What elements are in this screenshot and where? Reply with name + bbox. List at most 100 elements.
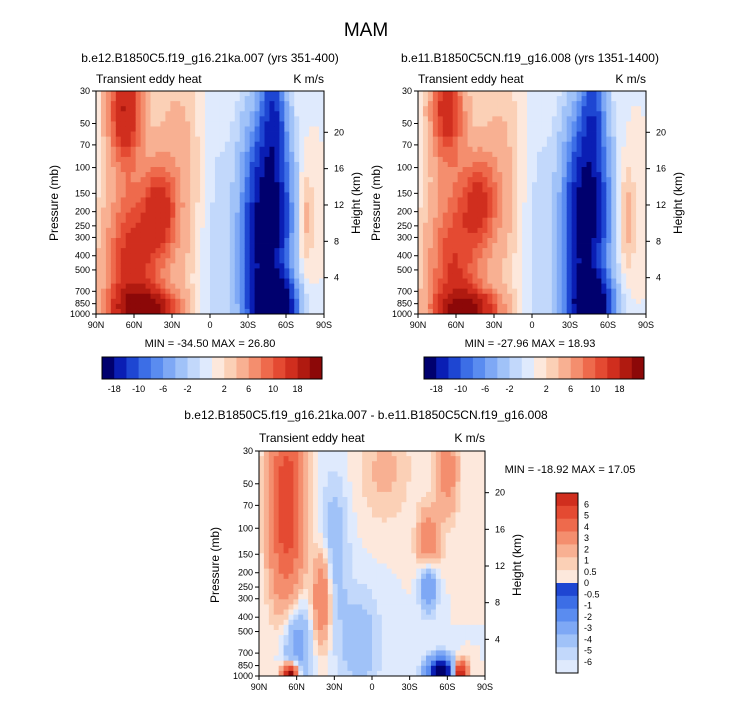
heatmap-cell	[110, 116, 117, 122]
heatmap-cell	[546, 202, 553, 208]
heatmap-cell	[140, 248, 146, 254]
heatmap-cell	[442, 131, 449, 138]
heatmap-cell	[259, 660, 265, 667]
heatmap-cell	[100, 253, 107, 259]
heatmap-cell	[283, 655, 289, 662]
heatmap-cell	[155, 156, 161, 163]
heatmap-cell	[200, 91, 206, 97]
heatmap-cell	[214, 278, 221, 284]
heatmap-cell	[283, 456, 289, 462]
heatmap-cell	[631, 161, 637, 168]
heatmap-cell	[606, 121, 612, 127]
heatmap-cell	[214, 258, 221, 264]
heatmap-cell	[551, 141, 558, 148]
heatmap-cell	[175, 116, 181, 122]
heatmap-cell	[205, 121, 211, 127]
heatmap-cell	[294, 91, 300, 97]
heatmap-cell	[492, 303, 498, 310]
heatmap-cell	[616, 227, 622, 234]
heatmap-cell	[205, 156, 211, 163]
heatmap-cell	[180, 187, 186, 193]
heatmap-cell	[160, 146, 166, 153]
heatmap-cell	[293, 645, 299, 651]
heatmap-cell	[636, 187, 642, 193]
heatmap-cell	[497, 243, 503, 249]
heatmap-cell	[314, 197, 320, 203]
heatmap-cell	[105, 298, 112, 305]
heatmap-cell	[322, 629, 329, 636]
heatmap-cell	[190, 111, 196, 117]
heatmap-cell	[636, 146, 642, 153]
heatmap-cell	[314, 303, 320, 310]
heatmap-cell	[229, 187, 236, 193]
heatmap-cell	[477, 207, 483, 214]
heatmap-cell	[636, 253, 642, 259]
heatmap-cell	[522, 111, 528, 117]
heatmap-cell	[566, 141, 573, 148]
heatmap-cell	[268, 456, 275, 462]
heatmap-cell	[274, 121, 280, 127]
heatmap-cell	[205, 212, 211, 219]
heatmap-cell	[210, 182, 216, 188]
heatmap-cell	[591, 227, 597, 234]
heatmap-cell	[259, 243, 265, 249]
heatmap-cell	[110, 156, 117, 163]
heatmap-cell	[561, 217, 568, 224]
heatmap-cell	[239, 308, 246, 315]
heatmap-cell	[274, 202, 280, 208]
heatmap-cell	[482, 207, 488, 214]
heatmap-cell	[278, 507, 284, 513]
heatmap-cell	[289, 298, 295, 305]
heatmap-cell	[259, 461, 265, 467]
heatmap-cell	[259, 512, 265, 518]
heatmap-cell	[274, 111, 280, 117]
heatmap-cell	[278, 553, 284, 559]
heatmap-cell	[447, 232, 454, 239]
heatmap-cell	[551, 222, 558, 229]
heatmap-cell	[442, 161, 449, 168]
heatmap-cell	[200, 202, 206, 208]
heatmap-cell	[437, 263, 444, 269]
heatmap-cell	[517, 263, 523, 269]
heatmap-cell	[105, 222, 112, 229]
heatmap-cell	[457, 101, 464, 107]
heatmap-cell	[205, 248, 211, 254]
heatmap-cell	[522, 222, 528, 229]
heatmap-cell	[210, 187, 216, 193]
heatmap-cell	[298, 589, 304, 595]
heatmap-cell	[586, 197, 592, 203]
heatmap-cell	[621, 268, 627, 274]
heatmap-cell	[601, 202, 607, 208]
colorbar-swatch	[460, 357, 474, 379]
heatmap-cell	[140, 232, 146, 239]
heatmap-cell	[502, 227, 508, 234]
heatmap-cell	[308, 451, 314, 457]
heatmap-cell	[551, 151, 558, 158]
heatmap-cell	[527, 308, 533, 315]
heatmap-cell	[556, 303, 563, 310]
heatmap-cell	[214, 253, 221, 259]
heatmap-cell	[145, 192, 151, 198]
heatmap-cell	[437, 288, 444, 295]
heatmap-cell	[120, 187, 127, 193]
heatmap-cell	[314, 243, 320, 249]
heatmap-cell	[616, 111, 622, 117]
heatmap-cell	[100, 268, 107, 274]
heatmap-cell	[289, 96, 295, 102]
heatmap-cell	[472, 202, 478, 208]
heatmap-cell	[432, 202, 439, 208]
heatmap-cell	[581, 96, 587, 102]
heatmap-cell	[299, 263, 305, 269]
heatmap-cell	[616, 212, 622, 219]
heatmap-cell	[145, 263, 151, 269]
heatmap-cell	[601, 151, 607, 158]
heatmap-cell	[135, 182, 142, 188]
heatmap-cell	[180, 263, 186, 269]
heatmap-cell	[497, 268, 503, 274]
heatmap-cell	[110, 283, 117, 290]
heatmap-cell	[546, 243, 553, 249]
heatmap-cell	[110, 227, 117, 234]
heatmap-cell	[283, 578, 289, 585]
heatmap-cell	[418, 106, 424, 112]
heatmap-cell	[507, 273, 513, 279]
